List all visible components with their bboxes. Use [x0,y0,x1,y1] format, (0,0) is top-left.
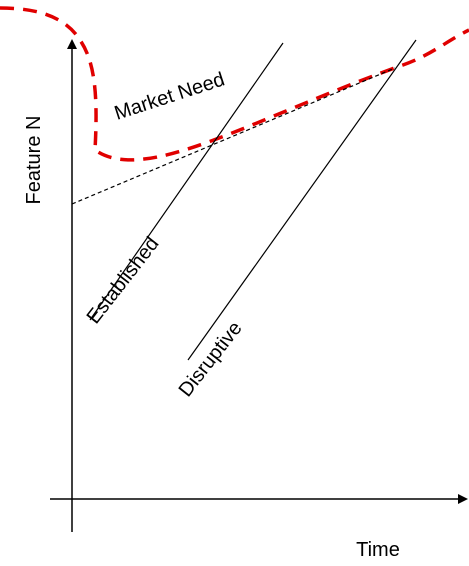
established-line [89,42,284,321]
market-need-curve [0,6,469,162]
disruptive-label: Disruptive [175,317,247,401]
market-need-label: Market Need [112,68,228,124]
y-axis-label: Feature N [23,116,45,205]
x-axis-label: Time [356,539,400,561]
market-need-trend-line [71,67,396,205]
disruptive-line [187,39,417,361]
established-label: Established [83,233,164,328]
